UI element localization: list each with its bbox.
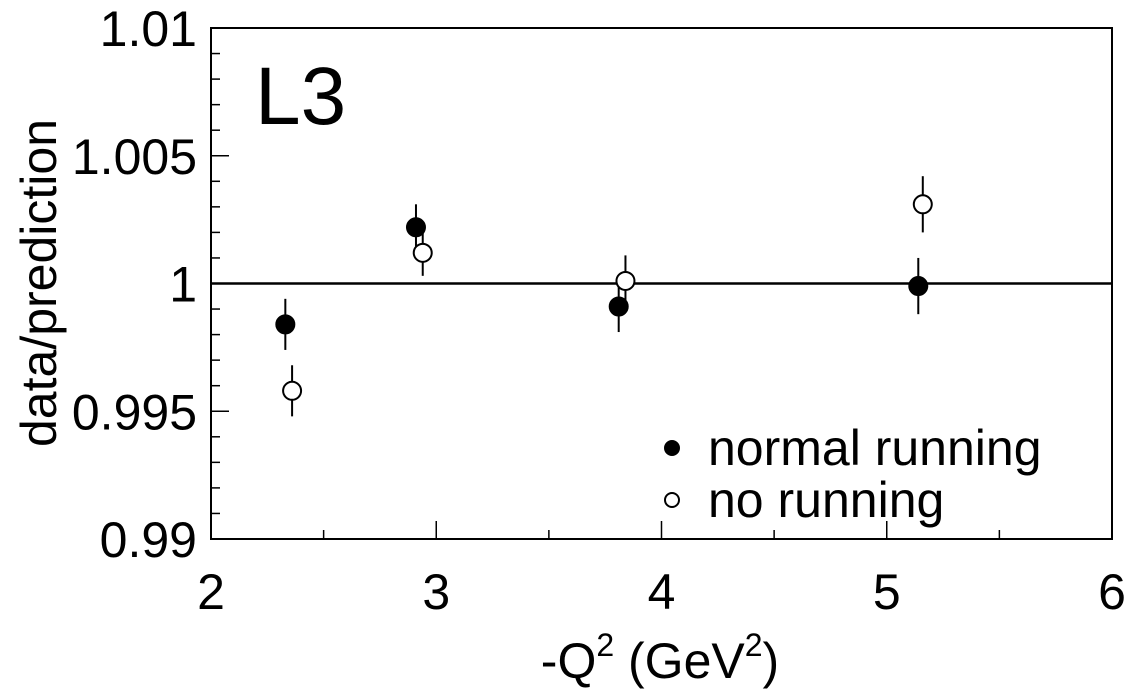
point-normal-running: [908, 276, 929, 297]
y-tick-label: 1: [169, 257, 197, 313]
x-tick-label: 6: [1098, 564, 1126, 620]
legend-marker: [664, 492, 680, 508]
axis-ticks: [210, 27, 1113, 540]
x-axis-label: -Q2 (GeV2): [541, 627, 779, 689]
point-normal-running: [405, 217, 426, 238]
x-axis-label-suffix: ): [763, 633, 780, 689]
x-tick-label: 4: [648, 564, 676, 620]
y-tick-label: 0.995: [72, 384, 197, 440]
legend-marker: [664, 440, 680, 456]
x-axis-label-prefix: -Q: [541, 633, 597, 689]
y-axis-label: data/prediction: [11, 119, 67, 447]
chart-annotation: L3: [255, 51, 346, 142]
point-normal-running: [608, 296, 629, 317]
point-no-running: [912, 194, 933, 215]
x-axis-label-sup2: 2: [745, 627, 763, 663]
data-points: [275, 176, 933, 417]
x-axis-label-sup1: 2: [596, 627, 614, 663]
y-tick-label: 0.99: [100, 512, 197, 568]
point-normal-running: [275, 314, 296, 335]
point-no-running: [412, 242, 433, 263]
y-tick-label: 1.005: [72, 129, 197, 185]
x-tick-label: 2: [197, 564, 225, 620]
x-axis-label-mid: (GeV: [614, 633, 745, 689]
legend-label: normal running: [708, 420, 1042, 476]
point-no-running: [282, 380, 303, 401]
y-tick-label: 1.01: [100, 1, 197, 57]
x-tick-label: 3: [422, 564, 450, 620]
legend-label: no running: [708, 472, 944, 528]
x-tick-label: 5: [873, 564, 901, 620]
tick-labels: 0.99 0.995 1 1.005 1.01 2 3 4 5 6: [72, 1, 1126, 620]
point-no-running: [615, 270, 636, 291]
